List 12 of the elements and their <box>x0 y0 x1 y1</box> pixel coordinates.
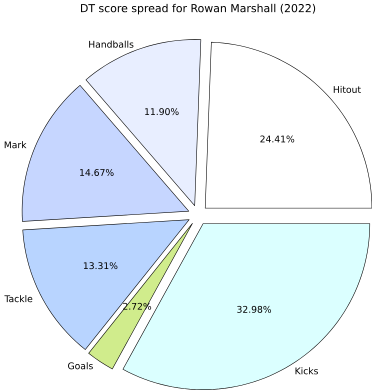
slice-label: Handballs <box>89 40 134 48</box>
data-label: 32.98% <box>237 306 271 313</box>
slice-label: Mark <box>4 141 26 148</box>
data-label: 14.67% <box>80 168 114 176</box>
slice-label: Tackle <box>4 295 32 302</box>
chart-title: DT score spread for Rowan Marshall (2022) <box>80 4 316 14</box>
slice-label: Goals <box>68 362 93 370</box>
slice-label: Kicks <box>295 367 318 374</box>
slice-label: Hitout <box>334 86 361 93</box>
data-label: 13.31% <box>84 262 118 270</box>
data-label: 24.41% <box>260 136 294 142</box>
data-label: 11.90% <box>145 108 179 116</box>
